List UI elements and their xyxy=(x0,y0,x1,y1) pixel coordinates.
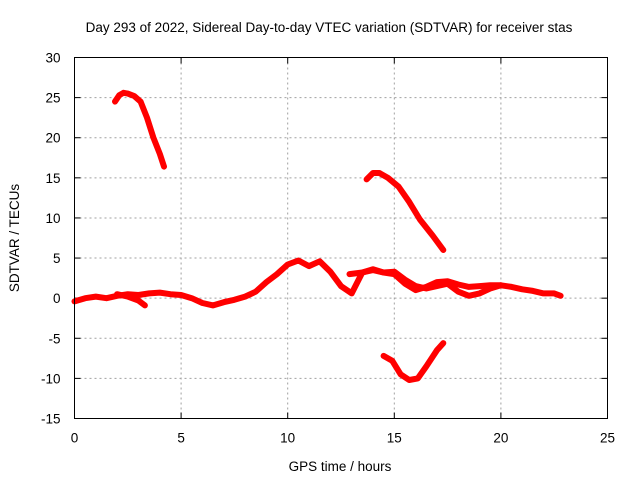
y-tick-label: 30 xyxy=(45,51,60,66)
x-axis-title: GPS time / hours xyxy=(289,459,392,474)
y-tick-label: -10 xyxy=(41,371,61,386)
series-line-early-high-arc xyxy=(112,89,167,170)
series-line-branch-low-left xyxy=(114,291,148,309)
series-line-main-track xyxy=(71,257,564,309)
x-tick-label: 25 xyxy=(600,431,615,446)
axis-ticks xyxy=(74,57,608,419)
series-line-secondary-track xyxy=(346,267,504,299)
plot-frame xyxy=(74,57,608,419)
y-tick-labels: -15 -10 -5 0 5 10 15 20 25 30 xyxy=(41,51,61,427)
x-tick-label: 0 xyxy=(71,431,79,446)
y-tick-label: 15 xyxy=(45,171,60,186)
y-tick-label: 20 xyxy=(45,131,60,146)
grid xyxy=(74,57,608,419)
y-tick-label: 10 xyxy=(45,211,60,226)
series-line-midday-high-descent xyxy=(363,170,447,253)
x-tick-label: 15 xyxy=(387,431,402,446)
chart-title: Day 293 of 2022, Sidereal Day-to-day VTE… xyxy=(86,20,573,35)
x-tick-labels: 0 5 10 15 20 25 xyxy=(71,431,615,446)
y-tick-label: 0 xyxy=(53,291,61,306)
x-tick-label: 5 xyxy=(177,431,185,446)
y-tick-label: 25 xyxy=(45,91,60,106)
y-tick-label: 5 xyxy=(53,251,61,266)
data-series xyxy=(71,89,564,383)
series-line-midday-negative-dip xyxy=(380,340,447,383)
x-tick-label: 20 xyxy=(493,431,508,446)
x-tick-label: 10 xyxy=(280,431,295,446)
y-tick-label: -15 xyxy=(41,412,61,427)
y-tick-label: -5 xyxy=(48,331,60,346)
y-axis-title: SDTVAR / TECUs xyxy=(7,184,22,293)
